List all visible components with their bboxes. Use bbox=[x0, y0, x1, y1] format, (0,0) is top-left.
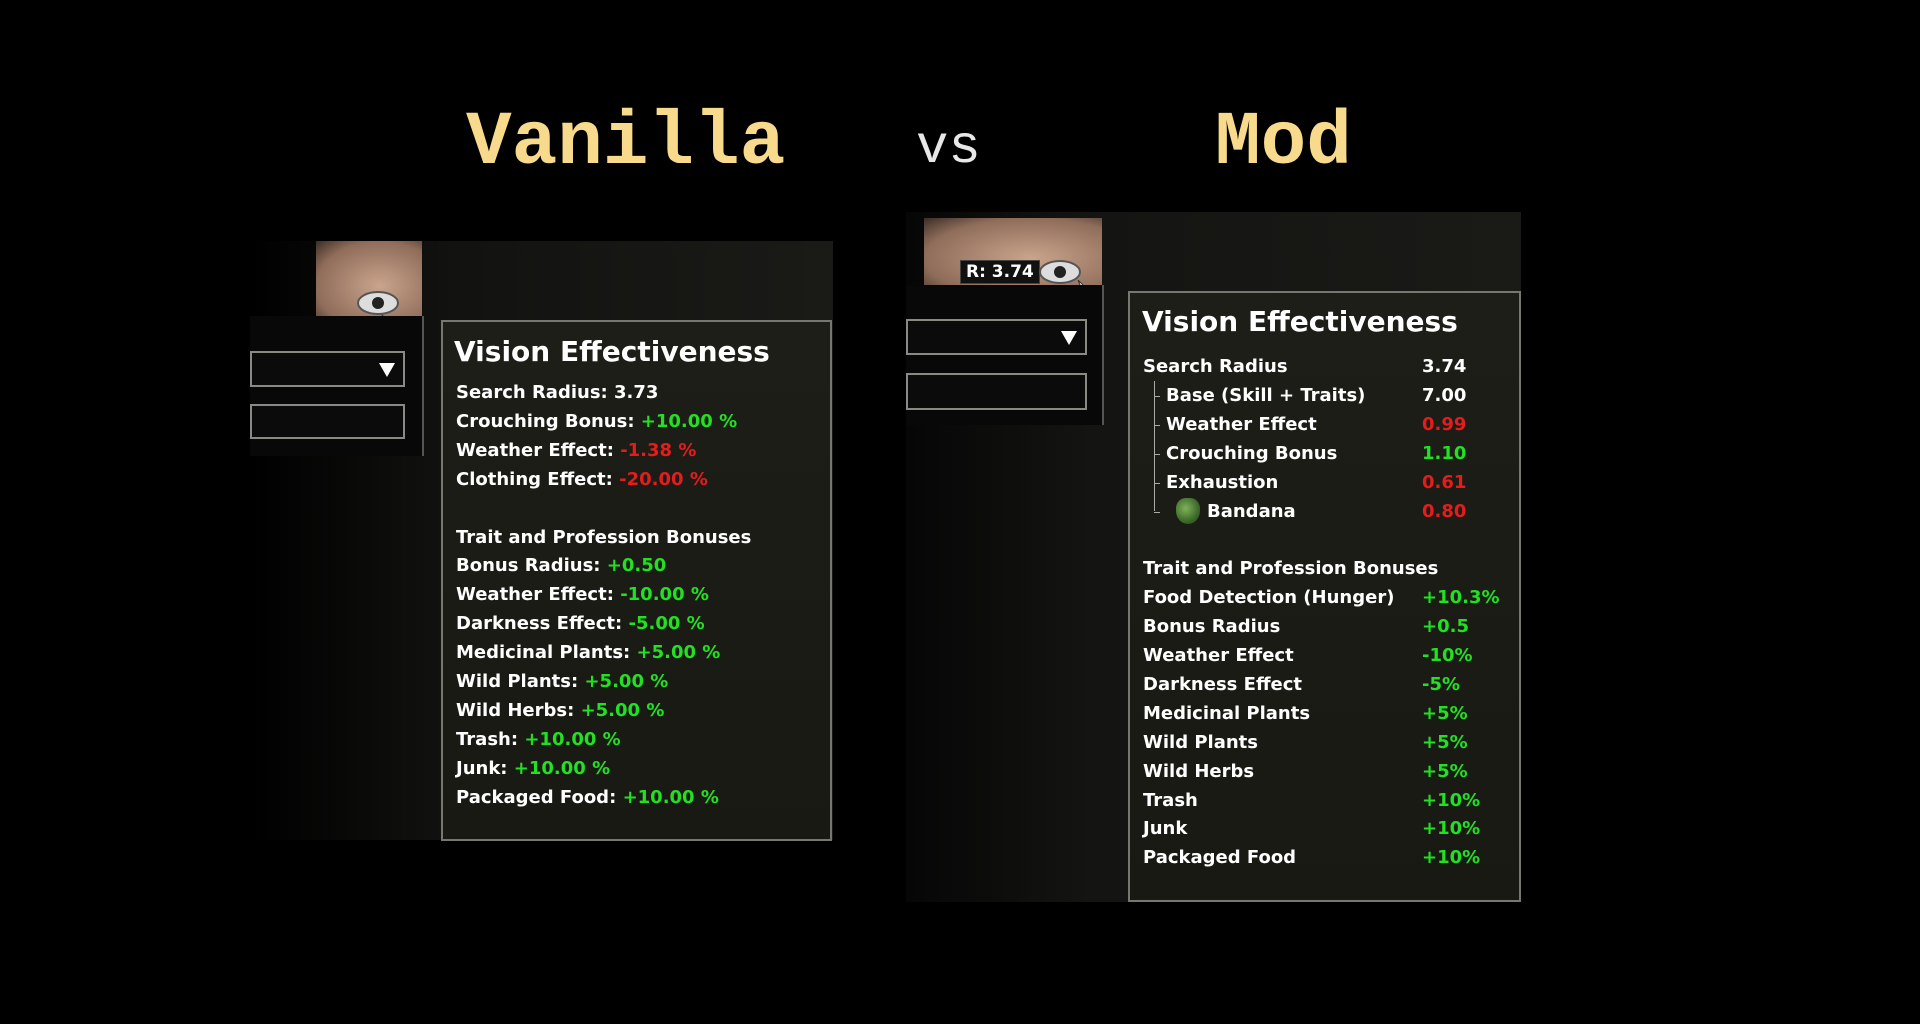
stat-label: Weather Effect bbox=[1143, 645, 1294, 666]
tooltip: Vision Effectiveness Search Radius: 3.73… bbox=[441, 320, 832, 841]
dropdown[interactable] bbox=[250, 351, 405, 387]
stat-row: Wild Plants: +5.00 % bbox=[456, 671, 668, 693]
stat-label: Bonus Radius bbox=[1143, 616, 1281, 638]
stat-value: +0.5 bbox=[1422, 616, 1469, 638]
stat-row: Packaged Food: +10.00 % bbox=[456, 787, 719, 809]
stat-value: 0.61 bbox=[1422, 471, 1467, 493]
tree-branch bbox=[1154, 424, 1160, 426]
stat-value: -10.00 % bbox=[620, 584, 709, 606]
stat-label: Medicinal Plants: bbox=[456, 642, 631, 664]
stat-label: Search Radius bbox=[1143, 356, 1288, 377]
stat-value: +10% bbox=[1422, 818, 1481, 840]
stat-value: 1.10 bbox=[1422, 442, 1467, 464]
item-icon bbox=[1176, 497, 1200, 524]
stat-value: 3.73 bbox=[614, 382, 659, 403]
stat-row: Trash: +10.00 % bbox=[456, 729, 621, 751]
stat-row: Darkness Effect: -5.00 % bbox=[456, 613, 705, 635]
tree-branch bbox=[1154, 395, 1160, 397]
stat-label: Trash: bbox=[456, 728, 519, 750]
stat-value: +10.00 % bbox=[622, 786, 719, 808]
stat-value: +5.00 % bbox=[636, 642, 721, 664]
stat-label: Packaged Food bbox=[1143, 847, 1297, 869]
stat-label: Junk: bbox=[456, 757, 508, 779]
stat-label: Trash bbox=[1143, 789, 1198, 811]
stat-label: Base (Skill + Traits) bbox=[1166, 384, 1366, 406]
tree-branch bbox=[1154, 453, 1160, 455]
stat-value: 3.74 bbox=[1422, 356, 1467, 377]
section-heading: Trait and Profession Bonuses bbox=[456, 526, 752, 548]
dropdown[interactable] bbox=[906, 319, 1087, 355]
stat-value: 7.00 bbox=[1422, 384, 1467, 406]
stat-label: Medicinal Plants bbox=[1143, 702, 1311, 724]
stat-value: -5% bbox=[1422, 673, 1461, 695]
stat-value: +5.00 % bbox=[584, 671, 669, 692]
stat-label: Exhaustion bbox=[1166, 471, 1279, 493]
stat-value: +10.00 % bbox=[513, 757, 611, 779]
stat-label: Wild Plants bbox=[1143, 731, 1258, 753]
stat-value: +5.00 % bbox=[580, 699, 665, 721]
stat-label: Clothing Effect: bbox=[456, 468, 613, 490]
vanilla-heading: Vanilla bbox=[466, 100, 786, 186]
stat-label: Wild Herbs: bbox=[456, 699, 575, 721]
tree-branch bbox=[1154, 511, 1160, 513]
stat-label: Crouching Bonus: bbox=[456, 410, 635, 432]
stat-value: +10.00 % bbox=[524, 728, 621, 750]
mod-heading: Mod bbox=[1215, 100, 1352, 186]
stat-value: +5% bbox=[1422, 731, 1468, 753]
text-field[interactable] bbox=[250, 404, 405, 439]
stat-value: -10% bbox=[1422, 645, 1473, 666]
stat-value: +10% bbox=[1422, 789, 1481, 811]
stat-label: Darkness Effect bbox=[1143, 673, 1303, 695]
stat-label: Bonus Radius: bbox=[456, 555, 601, 577]
tree-line bbox=[1154, 380, 1155, 512]
stat-value: -1.38 % bbox=[620, 439, 697, 461]
stat-label: Wild Plants: bbox=[456, 671, 579, 692]
stat-label: Bandana bbox=[1207, 500, 1296, 522]
tooltip-title: Vision Effectiveness bbox=[1142, 305, 1458, 338]
stat-value: -5.00 % bbox=[628, 613, 705, 635]
tooltip: Vision Effectiveness Search Radius 3.74 Ba… bbox=[1128, 291, 1521, 902]
stat-value: +10.00 % bbox=[640, 410, 738, 432]
stat-value: +10% bbox=[1422, 847, 1481, 869]
stat-row: Bonus Radius: +0.50 bbox=[456, 555, 666, 577]
stat-row: Medicinal Plants: +5.00 % bbox=[456, 642, 720, 664]
stat-value: +5% bbox=[1422, 702, 1468, 724]
stat-label: Weather Effect: bbox=[456, 584, 614, 606]
stat-row: Clothing Effect: -20.00 % bbox=[456, 469, 708, 491]
stat-label: Wild Herbs bbox=[1143, 760, 1255, 782]
tree-branch bbox=[1154, 482, 1160, 484]
stat-value: 0.99 bbox=[1422, 413, 1467, 435]
stat-label: Junk bbox=[1143, 818, 1188, 840]
stat-label: Crouching Bonus bbox=[1166, 442, 1338, 464]
tooltip-title: Vision Effectiveness bbox=[454, 335, 770, 368]
stat-row: Crouching Bonus: +10.00 % bbox=[456, 411, 737, 433]
stat-row: Search Radius: 3.73 bbox=[456, 382, 658, 404]
stat-value: +0.50 bbox=[606, 555, 667, 577]
stat-label: Darkness Effect: bbox=[456, 613, 623, 635]
stat-label: Weather Effect: bbox=[456, 439, 614, 461]
stat-label: Weather Effect bbox=[1166, 413, 1317, 435]
text-field[interactable] bbox=[906, 373, 1087, 410]
stat-row: Weather Effect: -1.38 % bbox=[456, 440, 696, 462]
vs-heading: vs bbox=[916, 118, 981, 179]
stat-row: Junk: +10.00 % bbox=[456, 758, 610, 780]
stat-value: -20.00 % bbox=[619, 468, 708, 490]
stat-row: Weather Effect: -10.00 % bbox=[456, 584, 709, 606]
stat-value: +5% bbox=[1422, 760, 1468, 782]
radius-badge: R: 3.74 bbox=[960, 260, 1040, 284]
stat-label: Packaged Food: bbox=[456, 786, 617, 808]
stat-value: +10.3% bbox=[1422, 587, 1500, 609]
stat-label: Food Detection (Hunger) bbox=[1143, 587, 1395, 609]
stat-label: Search Radius: bbox=[456, 382, 608, 403]
stat-value: 0.80 bbox=[1422, 500, 1467, 522]
section-heading: Trait and Profession Bonuses bbox=[1143, 558, 1439, 580]
stat-row: Wild Herbs: +5.00 % bbox=[456, 700, 664, 722]
